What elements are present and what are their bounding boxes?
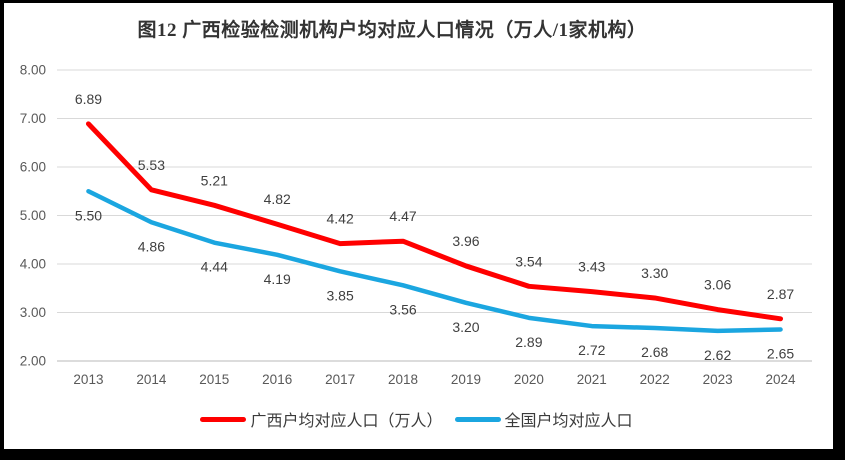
x-tick-label: 2023 [703,372,733,387]
frame-border-left [0,0,4,460]
frame-border-right [833,0,845,460]
legend-label: 广西户均对应人口（万人） [250,413,443,430]
data-label: 2.62 [704,347,731,363]
y-tick-label: 5.00 [20,208,46,223]
series-line-1 [86,189,783,334]
data-label: 4.86 [138,238,165,254]
data-label: 2.87 [767,286,794,302]
frame-border-top [0,0,845,3]
data-label: 4.47 [389,208,416,224]
data-label: 4.42 [327,211,354,227]
legend-item-guangxi: 广西户均对应人口（万人） [200,407,443,431]
data-label: 2.72 [578,342,605,358]
data-label: 5.53 [138,157,165,173]
x-tick-label: 2013 [73,372,103,387]
legend-line-swatch [200,416,247,422]
x-tick-label: 2019 [451,372,481,387]
y-tick-label: 7.00 [20,111,46,126]
x-tick-label: 2017 [325,372,355,387]
data-label: 2.68 [641,344,668,360]
data-label: 3.06 [704,277,731,293]
data-label: 5.21 [201,172,228,188]
x-tick-label: 2024 [766,372,797,387]
data-label: 3.85 [327,287,354,303]
y-tick-label: 3.00 [20,305,46,320]
data-label: 2.65 [767,345,794,361]
x-tick-label: 2018 [388,372,418,387]
y-tick-label: 6.00 [20,160,46,175]
y-tick-label: 8.00 [20,63,46,78]
data-label: 4.19 [264,271,291,287]
data-label: 3.30 [641,265,668,281]
x-tick-label: 2020 [514,372,544,387]
chart-legend: 广西户均对应人口（万人） 全国户均对应人口 [0,407,833,431]
data-label: 3.54 [515,253,542,269]
chart-title: 图12 广西检验检测机构户均对应人口情况（万人/1家机构） [137,20,647,41]
data-label: 5.50 [75,207,102,223]
data-label: 3.96 [452,233,479,249]
frame-border-bottom [0,449,845,460]
data-label: 4.82 [264,191,291,207]
data-label: 3.43 [578,259,605,275]
data-label: 4.44 [201,259,228,275]
x-tick-label: 2021 [577,372,607,387]
x-tick-label: 2016 [262,372,292,387]
legend-line-swatch [454,416,501,422]
x-tick-label: 2022 [640,372,670,387]
series-line-0 [85,121,784,322]
data-label: 3.56 [389,301,416,317]
legend-label: 全国户均对应人口 [504,413,633,430]
data-label: 6.89 [75,91,102,107]
data-label: 2.89 [515,334,542,350]
y-tick-label: 4.00 [20,257,46,272]
x-tick-label: 2014 [136,372,167,387]
y-tick-label: 2.00 [20,354,46,369]
x-tick-label: 2015 [199,372,229,387]
data-label: 3.20 [452,319,479,335]
legend-item-national: 全国户均对应人口 [454,407,633,431]
